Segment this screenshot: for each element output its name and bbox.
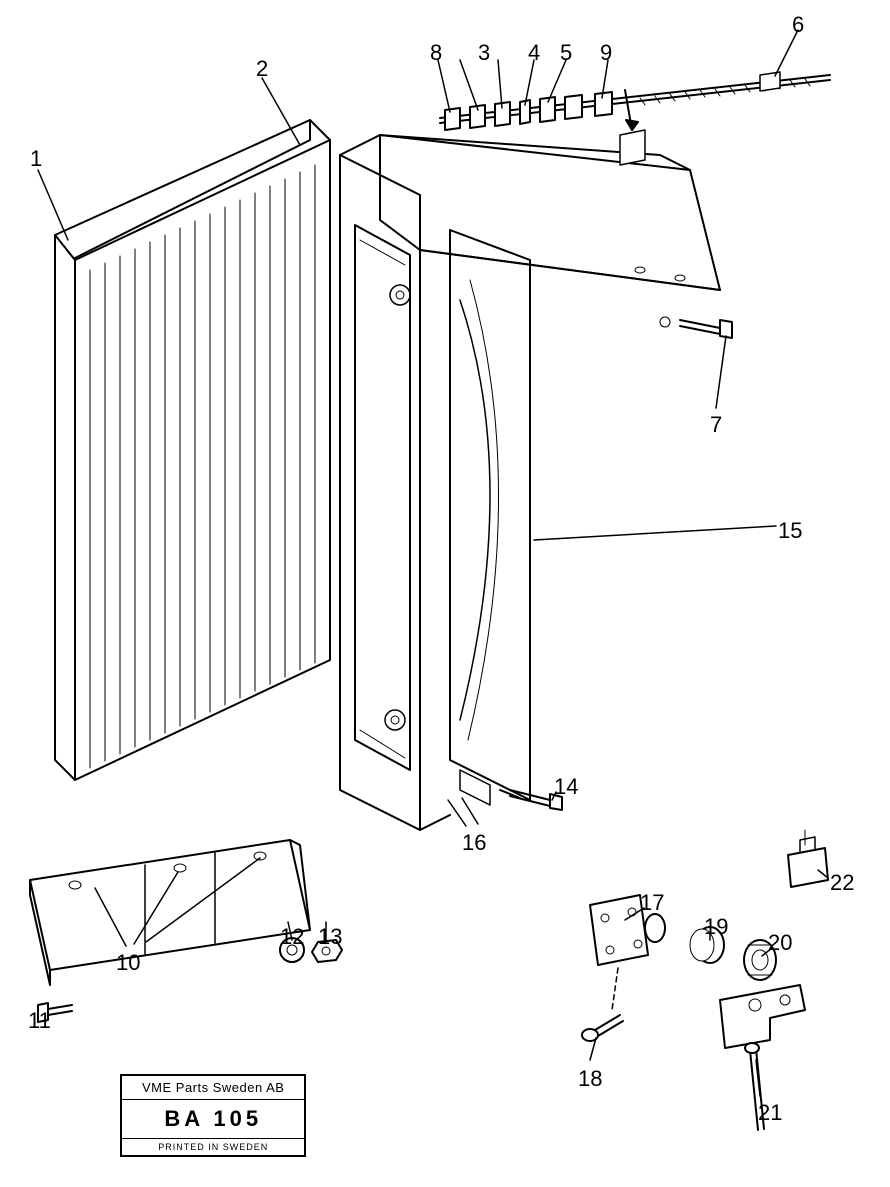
- callout-19: 19: [704, 914, 728, 940]
- callout-20: 20: [768, 930, 792, 956]
- callout-7: 7: [710, 412, 722, 438]
- callout-6: 6: [792, 12, 804, 38]
- callout-9: 9: [600, 40, 612, 66]
- callout-22: 22: [830, 870, 854, 896]
- title-block: VME Parts Sweden AB BA 105 PRINTED IN SW…: [120, 1074, 306, 1157]
- callout-11: 11: [28, 1008, 51, 1034]
- title-company: VME Parts Sweden AB: [122, 1076, 304, 1100]
- callout-5: 5: [560, 40, 572, 66]
- diagram-container: 1 2 3 4 5 6 7 8 9 15 14 16 10 11 12 13 1…: [0, 0, 890, 1187]
- callout-10: 10: [116, 950, 140, 976]
- callout-8: 8: [430, 40, 442, 66]
- callout-1: 1: [30, 146, 42, 172]
- title-origin: PRINTED IN SWEDEN: [122, 1139, 304, 1155]
- callout-3: 3: [478, 40, 490, 66]
- callout-16: 16: [462, 830, 486, 856]
- callout-12: 12: [280, 924, 304, 950]
- technical-drawing: [0, 0, 890, 1187]
- callout-4: 4: [528, 40, 540, 66]
- callout-17: 17: [640, 890, 664, 916]
- title-drawing-number: BA 105: [122, 1100, 304, 1139]
- callout-14: 14: [554, 774, 578, 800]
- callout-21: 21: [758, 1100, 782, 1126]
- callout-13: 13: [318, 924, 342, 950]
- callout-2: 2: [256, 56, 268, 82]
- callout-18: 18: [578, 1066, 602, 1092]
- callout-15: 15: [778, 518, 802, 544]
